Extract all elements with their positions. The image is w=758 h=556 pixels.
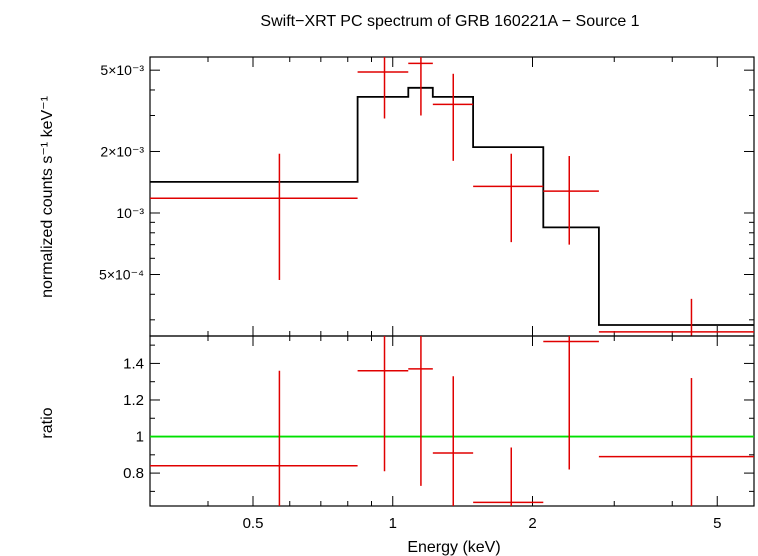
bottom-panel: 0.5 1 2 5 0.8 1 1.2 1.4 — [123, 335, 755, 532]
bottom-data-point — [432, 376, 474, 506]
top-plot-frame — [149, 56, 755, 337]
top-panel: 5×10⁻³ 2×10⁻³ 10⁻³ 5×10⁻⁴ — [99, 56, 755, 337]
x-axis-label: Energy (keV) — [407, 539, 500, 556]
top-y-axis-label: normalized counts s⁻¹ keV⁻¹ — [39, 96, 56, 298]
bottom-data-point — [150, 370, 358, 506]
top-data-point — [408, 57, 433, 116]
top-data-point — [543, 156, 599, 245]
top-data-point — [150, 153, 358, 280]
bottom-data-point — [598, 378, 754, 506]
bottom-y-tick-label: 1.4 — [123, 355, 144, 372]
bottom-y-tick-label: 1 — [136, 429, 144, 446]
chart-title: Swift−XRT PC spectrum of GRB 160221A − S… — [260, 13, 639, 30]
bottom-data-point — [543, 336, 599, 470]
top-data-point — [357, 57, 409, 119]
x-tick-label: 0.5 — [243, 515, 264, 532]
bottom-data-point — [408, 336, 433, 486]
bottom-y-axis-label: ratio — [39, 407, 56, 438]
bottom-data-point — [473, 447, 544, 506]
bottom-y-tick-label: 1.2 — [123, 392, 144, 409]
top-y-tick-label: 10⁻³ — [116, 205, 144, 221]
top-data-point — [473, 153, 544, 243]
x-tick-label: 5 — [713, 515, 721, 532]
top-data-point — [432, 73, 474, 161]
top-y-tick-label: 5×10⁻⁴ — [99, 266, 144, 282]
bottom-data-point — [357, 336, 409, 472]
top-y-tick-label: 2×10⁻³ — [100, 143, 144, 159]
top-data-point — [598, 298, 754, 336]
x-tick-label: 2 — [528, 515, 536, 532]
bottom-y-tick-label: 0.8 — [123, 465, 144, 482]
bottom-plot-frame — [149, 335, 755, 507]
model-step-line — [150, 86, 754, 326]
x-tick-label: 1 — [389, 515, 397, 532]
top-y-tick-label: 5×10⁻³ — [100, 62, 144, 78]
